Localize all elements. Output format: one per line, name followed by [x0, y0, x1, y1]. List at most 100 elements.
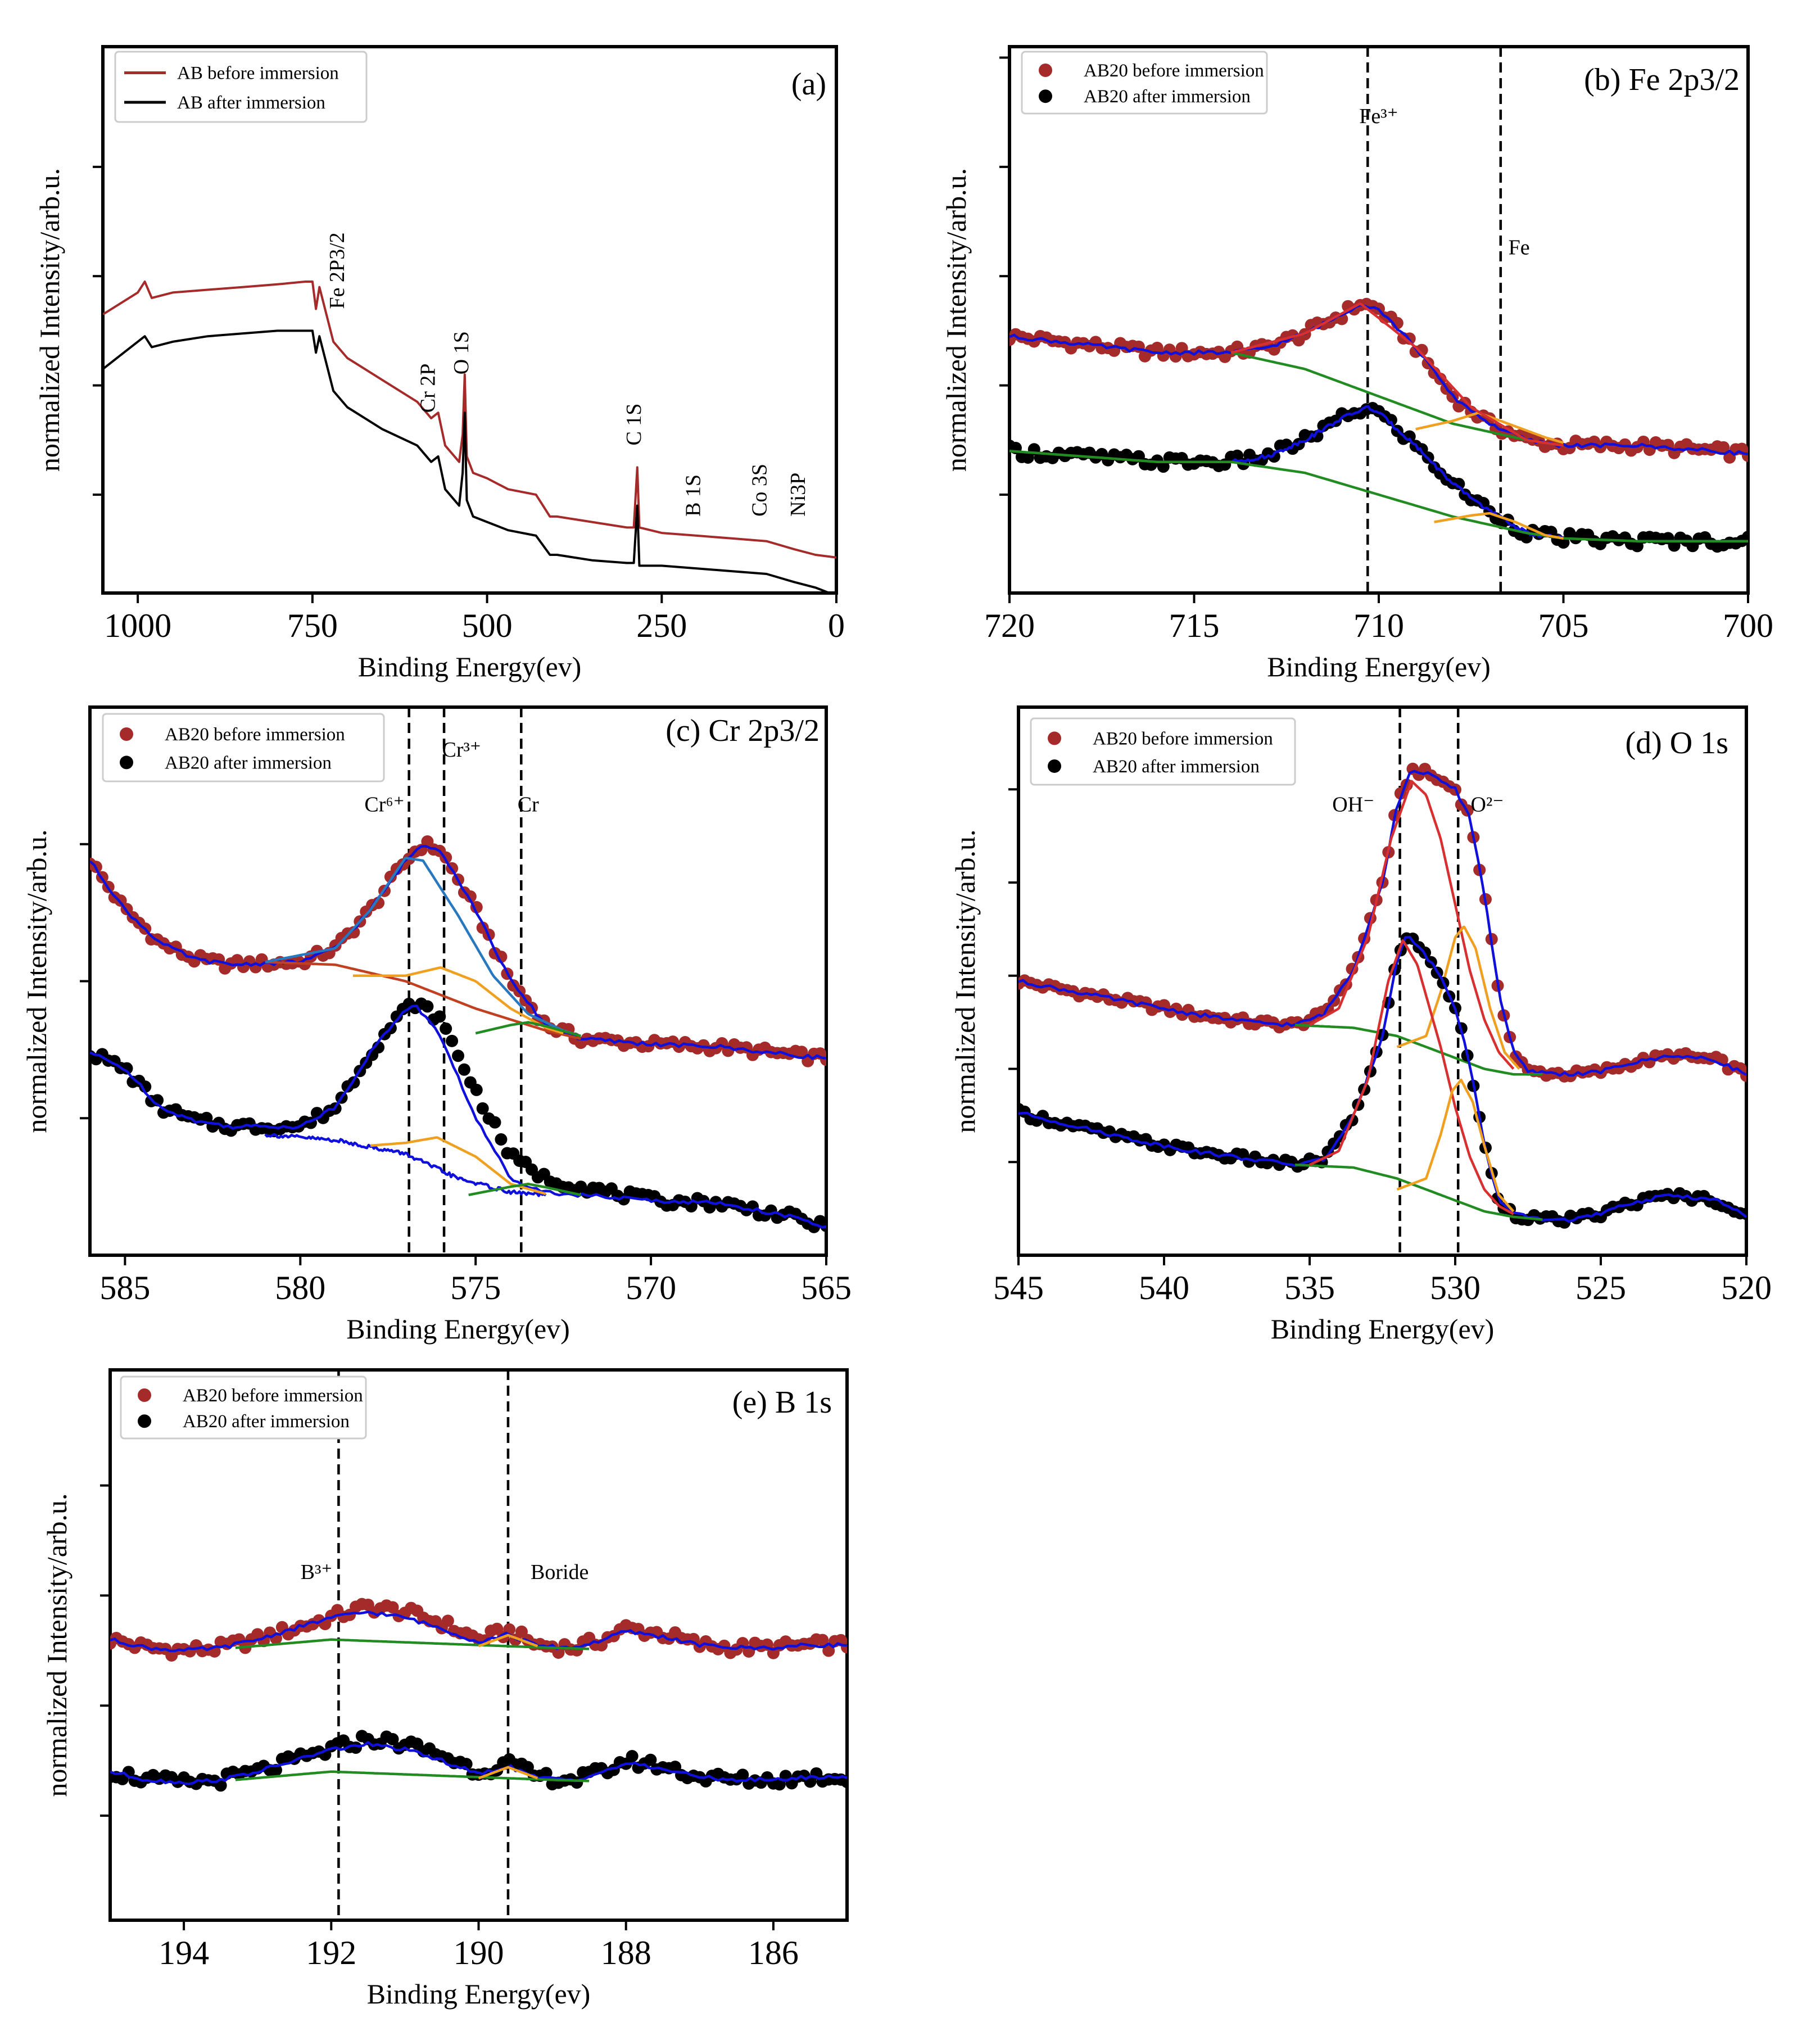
panel-c-y-axis-label: normalized Intensity/arb.u.	[21, 829, 52, 1133]
data-point	[841, 1776, 847, 1789]
data-point	[736, 1768, 749, 1781]
panel-a-y-axis-label: normalized Intensity/arb.u.	[34, 168, 65, 472]
panel-c: 585 580 575 570 565 Binding Energy(ev) normali…	[21, 705, 852, 1345]
panel-a-panel-title: (a)	[791, 67, 826, 102]
panel-b-y-axis-label: normalized Intensity/arb.u.	[940, 168, 972, 472]
panel-b-fe-component-after-curve	[1433, 512, 1564, 540]
panel-c-plot-area	[90, 707, 826, 1255]
panel-a-ab-before-immersion-curve	[103, 280, 836, 559]
panel-e-xtick-label: 192	[306, 1934, 356, 1971]
panel-c-background-before-curve	[265, 961, 581, 1040]
panel-c-legend-label: AB20 after immersion	[165, 753, 332, 773]
panel-d-plot-area	[1018, 707, 1746, 1255]
panel-a-peak-annotation: O 1S	[450, 331, 473, 374]
panel-d-xtick-label: 540	[1139, 1269, 1189, 1306]
panel-d-envelope-after-curve	[1018, 935, 1746, 1223]
data-point	[139, 1080, 152, 1093]
panel-b: 720 715 710 705 700 Binding Energy(ev) normali…	[940, 45, 1773, 682]
panel-d-oh-component-after-curve	[1309, 939, 1514, 1215]
panel-d-legend-swatch	[1048, 759, 1061, 773]
panel-d-legend-box	[1030, 717, 1296, 786]
data-point	[350, 1741, 362, 1754]
panel-a-legend-box	[114, 51, 368, 123]
panel-c-cr-component-after-curve	[468, 1183, 582, 1196]
panel-e-legend: AB20 before immersion AB20 after immersio…	[120, 1376, 367, 1440]
panel-e-x-axis-label: Binding Energy(ev)	[367, 1978, 591, 2010]
panel-d-xtick-label: 520	[1721, 1269, 1772, 1306]
panel-c-peak-annotation: Cr⁶⁺	[364, 793, 404, 816]
panel-e-legend-label: AB20 after immersion	[183, 1411, 350, 1432]
panel-e-legend-swatch	[138, 1388, 151, 1402]
panel-d-legend-label: AB20 after immersion	[1093, 757, 1260, 777]
panel-a-legend: AB before immersion AB after immersion	[114, 51, 368, 123]
panel-e-legend-swatch	[138, 1414, 151, 1428]
data-point	[1267, 450, 1280, 463]
data-point	[386, 1733, 399, 1746]
data-point	[1157, 460, 1170, 473]
panel-a-xtick-label: 500	[462, 607, 513, 644]
data-point	[1311, 430, 1324, 443]
panel-e-peak-annotation: Boride	[531, 1560, 588, 1584]
panel-b-legend-label: AB20 before immersion	[1084, 61, 1264, 81]
panel-b-legend: AB20 before immersion AB20 after immersio…	[1021, 51, 1268, 115]
panel-d-legend-swatch	[1048, 731, 1061, 745]
data-point	[495, 951, 508, 963]
data-point	[470, 1083, 483, 1096]
panel-a-xtick-label: 750	[287, 607, 338, 644]
panel-e-y-axis-label: normalized Intensity/arb.u.	[41, 1493, 73, 1797]
panel-d-background-before-curve	[1295, 1024, 1543, 1076]
panel-c-legend-swatch	[120, 755, 133, 770]
panel-d-oh-component-before-curve	[1309, 780, 1515, 1070]
panel-a-peak-annotation: B 1S	[682, 474, 705, 517]
panel-c-envelope-before-curve	[90, 845, 826, 1060]
panel-c-peak-annotation: Cr³⁺	[442, 738, 481, 762]
panel-d: 545 540 535 530 525 520 Binding Energy(ev) norm…	[949, 705, 1772, 1345]
panel-e-b-component-before-curve	[477, 1634, 538, 1648]
panel-d-legend-label: AB20 before immersion	[1093, 729, 1273, 749]
panel-b-legend-box	[1021, 51, 1268, 115]
data-point	[540, 1767, 553, 1780]
panel-b-xtick-label: 700	[1723, 607, 1773, 644]
panel-a-plot-frame	[101, 45, 838, 595]
panel-b-peak-annotation: Fe	[1509, 236, 1530, 259]
panel-a-legend-label: AB before immersion	[177, 64, 339, 84]
panel-b-x-axis-label: Binding Energy(ev)	[1267, 651, 1491, 682]
panel-c-cr6-component-before-curve	[265, 857, 581, 1038]
panel-c-xtick-label: 575	[450, 1269, 501, 1306]
data-point	[795, 1046, 808, 1058]
data-point	[488, 1116, 501, 1129]
panel-e-background-after-curve	[235, 1770, 590, 1782]
panel-c-legend-box	[102, 713, 385, 782]
panel-a-peak-annotation: Cr 2P	[416, 364, 440, 413]
panel-d-xtick-label: 545	[993, 1269, 1044, 1306]
panel-c-envelope-after-curve	[90, 1004, 826, 1229]
panel-b-xtick-label: 720	[984, 607, 1035, 644]
panel-d-xtick-label: 525	[1575, 1269, 1626, 1306]
panel-b-background-after-curve	[1009, 450, 1748, 542]
panel-b-peak-annotation: Fe³⁺	[1359, 105, 1398, 128]
panel-d-legend: AB20 before immersion AB20 after immersio…	[1030, 717, 1296, 786]
data-point	[1631, 540, 1644, 553]
panel-c-cr-component-before-curve	[475, 1021, 582, 1038]
panel-e-xtick-label: 188	[601, 1934, 651, 1971]
panel-c-legend-swatch	[120, 727, 133, 741]
panel-a: 1000 750 500 250 0 Binding Energy(ev) normaliz…	[34, 45, 845, 682]
panel-d-x-axis-label: Binding Energy(ev)	[1271, 1313, 1495, 1345]
panel-d-peak-annotation: O²⁻	[1471, 793, 1504, 816]
panel-c-background-after-curve	[264, 1133, 547, 1197]
panel-b-legend-swatch	[1039, 64, 1052, 77]
panel-a-peak-annotation: Co 3S	[748, 464, 772, 517]
data-point	[816, 1634, 829, 1646]
panel-d-xtick-label: 530	[1430, 1269, 1481, 1306]
data-point	[446, 1034, 459, 1047]
data-point	[441, 1614, 454, 1627]
panel-a-xtick-label: 250	[636, 607, 687, 644]
panel-e-legend-label: AB20 before immersion	[183, 1386, 363, 1406]
panel-a-x-axis-label: Binding Energy(ev)	[358, 651, 582, 682]
panel-c-x-axis-label: Binding Energy(ev)	[346, 1313, 570, 1345]
panel-a-peak-annotation: Fe 2P3/2	[325, 232, 349, 309]
panel-e-envelope-after-curve	[110, 1741, 847, 1785]
panel-b-envelope-before-curve	[1009, 304, 1748, 456]
panel-e-xtick-label: 194	[159, 1934, 209, 1971]
